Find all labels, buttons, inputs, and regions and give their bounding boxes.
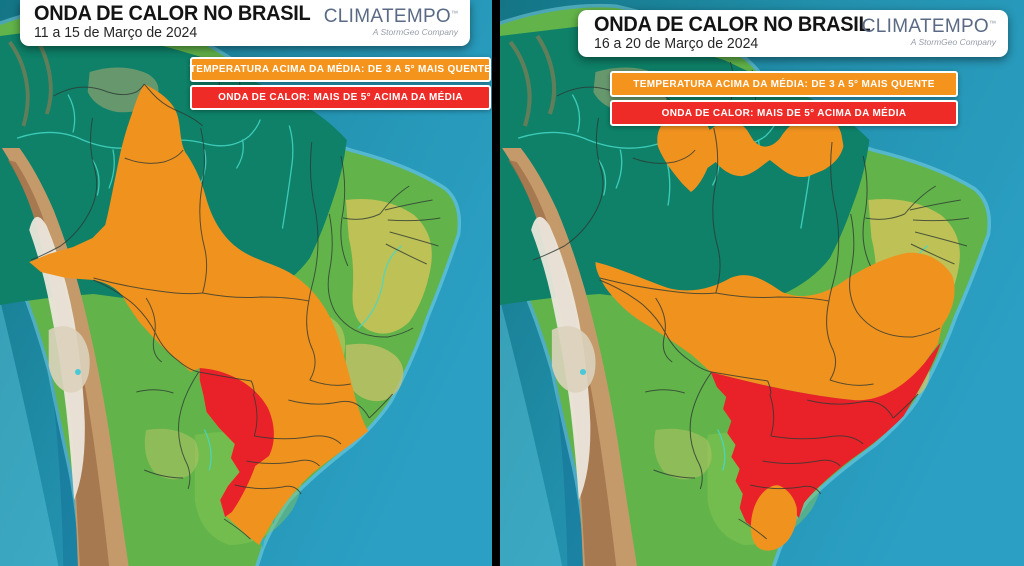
pacific-shallow — [0, 300, 59, 566]
logo-tagline: A StormGeo Company — [910, 37, 996, 47]
andes-snowcaps — [531, 216, 591, 500]
map-header: ONDA DE CALOR NO BRASIL 16 a 20 de Março… — [578, 10, 1008, 57]
legend-red-label: ONDA DE CALOR: MAIS DE 5° ACIMA DA MÉDIA — [218, 92, 463, 103]
map-panel-march-11-15: ONDA DE CALOR NO BRASIL 11 a 15 de Março… — [0, 0, 492, 566]
legend-red-row: ONDA DE CALOR: MAIS DE 5° ACIMA DA MÉDIA — [190, 85, 491, 110]
legend: TEMPERATURA ACIMA DA MÉDIA: DE 3 A 5° MA… — [610, 71, 958, 126]
legend-orange-row: TEMPERATURA ACIMA DA MÉDIA: DE 3 A 5° MA… — [190, 57, 491, 82]
chaco-plains — [654, 428, 712, 480]
temp-above-average-north-band — [657, 114, 844, 192]
map-panel-march-16-20: ONDA DE CALOR NO BRASIL 16 a 20 de Março… — [500, 0, 1024, 566]
legend-orange-label: TEMPERATURA ACIMA DA MÉDIA: DE 3 A 5° MA… — [189, 64, 492, 75]
page-title: ONDA DE CALOR NO BRASIL — [594, 13, 871, 36]
trademark-icon: ™ — [451, 10, 458, 18]
north-andes-ridges — [8, 34, 53, 127]
heat-wave-zone — [710, 342, 941, 530]
northeast-drylands — [345, 199, 432, 334]
date-range: 16 a 20 de Março de 2024 — [594, 36, 759, 53]
pacific-shallow — [500, 300, 563, 566]
andes-snowcaps — [29, 216, 85, 500]
altiplano — [48, 326, 90, 393]
logo-text: CLIMATEMPO — [861, 16, 989, 37]
legend-red-row: ONDA DE CALOR: MAIS DE 5° ACIMA DA MÉDIA — [610, 100, 958, 126]
climatempo-logo: CLIMATEMPO™ A StormGeo Company — [324, 7, 458, 37]
date-range: 11 a 15 de Março de 2024 — [34, 25, 198, 42]
legend-orange-row: TEMPERATURA ACIMA DA MÉDIA: DE 3 A 5° MA… — [610, 71, 958, 97]
altiplano — [551, 326, 596, 393]
logo-tagline: A StormGeo Company — [372, 27, 458, 37]
temp-above-average-zone — [29, 84, 369, 545]
andes-rock — [508, 160, 617, 566]
climatempo-logo: CLIMATEMPO™ A StormGeo Company — [862, 17, 996, 47]
andes-rock — [7, 160, 110, 566]
chaco-plains — [144, 428, 199, 480]
lake-titicaca — [75, 369, 81, 375]
trademark-icon: ™ — [989, 20, 996, 28]
page-title: ONDA DE CALOR NO BRASIL — [34, 2, 311, 25]
heat-wave-zone — [199, 368, 274, 517]
temp-above-average-south-zone — [750, 485, 797, 551]
legend-orange-label: TEMPERATURA ACIMA DA MÉDIA: DE 3 A 5° MA… — [633, 78, 935, 90]
legend-red-label: ONDA DE CALOR: MAIS DE 5° ACIMA DA MÉDIA — [661, 107, 907, 119]
logo-text: CLIMATEMPO — [323, 6, 451, 27]
legend: TEMPERATURA ACIMA DA MÉDIA: DE 3 A 5° MA… — [190, 57, 491, 110]
north-andes-ridges — [508, 34, 557, 127]
southeast-highlands — [345, 343, 404, 402]
map-header: ONDA DE CALOR NO BRASIL 11 a 15 de Março… — [20, 0, 470, 46]
lake-titicaca — [579, 369, 587, 375]
temp-above-average-central-band — [595, 252, 955, 401]
